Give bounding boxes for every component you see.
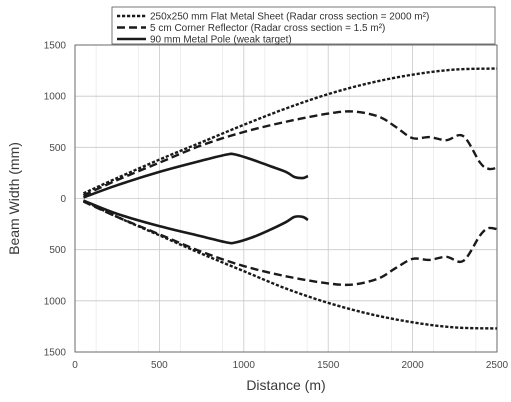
y-tick-label: 500 — [49, 143, 66, 154]
legend-box — [111, 6, 496, 45]
gridlines — [74, 44, 498, 353]
y-tick-label: 1500 — [44, 41, 67, 52]
y-tick-label: 1000 — [44, 92, 67, 103]
series-2-upper-line — [82, 110, 498, 197]
legend-label: 90 mm Metal Pole (weak target) — [150, 35, 292, 46]
series-layer — [82, 67, 498, 330]
x-tick-label: 2500 — [486, 360, 509, 371]
legend: 250x250 mm Flat Metal Sheet (Radar cross… — [111, 6, 496, 46]
y-tick-label: 1500 — [44, 348, 67, 359]
legend-label: 250x250 mm Flat Metal Sheet (Radar cross… — [150, 12, 429, 23]
x-tick-label: 2000 — [401, 360, 424, 371]
y-tick-label: 1000 — [44, 296, 67, 307]
plot-area — [74, 44, 498, 353]
tick-labels: 0 500 1000 1500 2000 2500 1500 1000 500 0 500 1000 1… — [44, 41, 509, 372]
x-tick-label: 1000 — [233, 360, 256, 371]
x-tick-label: 0 — [72, 360, 78, 371]
y-axis-label: Beam Width (mm) — [6, 142, 22, 255]
series-1-lower-line — [82, 199, 498, 330]
x-tick-label: 500 — [151, 360, 168, 371]
x-tick-label: 1500 — [317, 360, 340, 371]
legend-label: 5 cm Corner Reflector (Radar cross secti… — [150, 23, 385, 34]
y-tick-label: 0 — [60, 194, 66, 205]
series-3-upper-line — [82, 152, 309, 199]
y-tick-label: 500 — [49, 245, 66, 256]
x-axis-label: Distance (m) — [246, 377, 325, 393]
series-2-lower-line — [82, 200, 498, 287]
series-3-lower-line — [82, 199, 309, 245]
